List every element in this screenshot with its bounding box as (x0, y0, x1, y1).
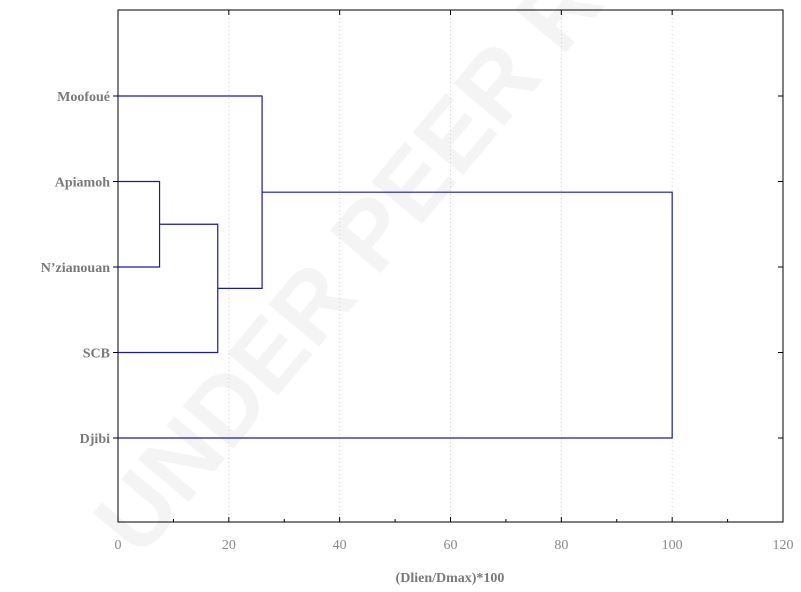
dendrogram-link (118, 223, 219, 354)
leaf-label: N’zianouan (41, 261, 110, 276)
dendrogram-link (118, 180, 161, 268)
x-axis-title: (Dlien/Dmax)*100 (396, 571, 505, 586)
x-tick-label: 0 (115, 538, 122, 553)
x-tick-labels: 0 20 40 60 80 100 120 (115, 538, 794, 553)
leaf-label: Moofoué (57, 90, 110, 105)
dendrogram-link (118, 191, 673, 439)
dendrogram-links (118, 95, 673, 439)
x-tick-label: 100 (662, 538, 683, 553)
leaf-label: SCB (83, 347, 110, 362)
x-tick-label: 120 (773, 538, 794, 553)
x-tick-label: 20 (222, 538, 236, 553)
leaf-label: Apiamoh (55, 176, 110, 191)
x-tick-label: 60 (444, 538, 458, 553)
axis-ticks (113, 10, 784, 522)
leaf-labels: Moofoué Apiamoh N’zianouan SCB Djibi (41, 90, 110, 447)
dendrogram-link (118, 95, 263, 289)
leaf-label: Djibi (80, 432, 110, 447)
x-tick-label: 80 (554, 538, 568, 553)
watermark: UNDER PEER REVIEW (74, 0, 801, 573)
x-tick-label: 40 (333, 538, 347, 553)
